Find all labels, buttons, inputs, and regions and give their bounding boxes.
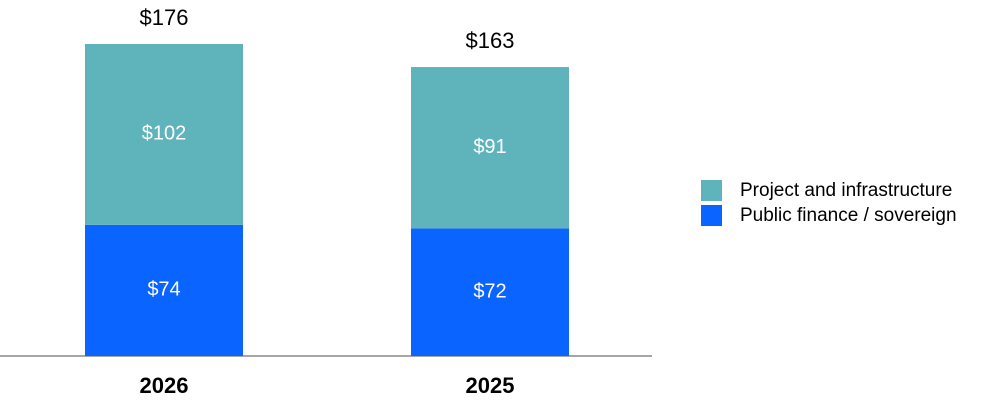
legend-swatch	[701, 205, 722, 226]
bar-segment	[85, 224, 243, 356]
x-tick-label: 2025	[466, 373, 515, 398]
value-label: $102	[142, 123, 187, 145]
legend-label: Project and infrastructure	[740, 180, 952, 201]
legend-label: Public finance / sovereign	[740, 205, 957, 226]
total-label: $176	[140, 5, 189, 30]
x-tick-label: 2026	[140, 373, 189, 398]
legend-swatch	[701, 180, 722, 201]
value-label: $74	[147, 279, 180, 301]
bar-segment	[85, 44, 243, 225]
value-label: $72	[473, 280, 506, 302]
bar-segment	[411, 67, 569, 229]
total-label: $163	[466, 28, 515, 53]
value-label: $91	[473, 136, 506, 158]
bar-segment	[411, 228, 569, 356]
